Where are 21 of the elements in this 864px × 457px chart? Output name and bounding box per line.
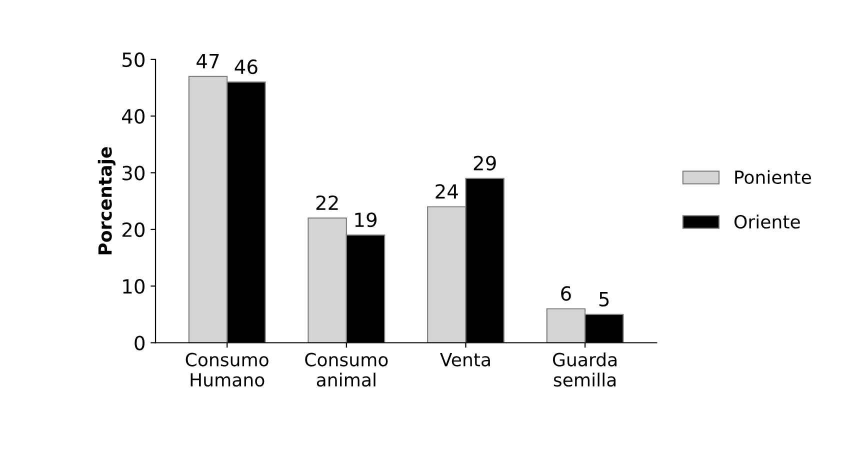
- y-tick-label: 10: [123, 279, 145, 294]
- x-tick-label: Consumo animal: [305, 352, 388, 387]
- y-axis-title: Porcentaje: [98, 147, 116, 254]
- legend-label: Oriente: [734, 214, 800, 229]
- data-label: 47: [196, 54, 219, 68]
- y-tick-label: 50: [122, 52, 145, 68]
- data-label: 6: [561, 286, 571, 301]
- data-label: 24: [436, 184, 458, 199]
- x-tick-label: Guarda semilla: [553, 352, 616, 387]
- data-label: 22: [316, 195, 338, 210]
- x-tick-label: Consumo Humano: [186, 352, 268, 387]
- y-tick-label: 0: [134, 336, 145, 350]
- y-tick-label: 20: [122, 222, 145, 238]
- y-tick-label: 40: [122, 109, 145, 124]
- legend-label: Poniente: [735, 170, 811, 184]
- data-label: 5: [599, 292, 609, 306]
- data-label: 46: [234, 59, 258, 74]
- y-tick-label: 30: [122, 166, 145, 180]
- x-tick-label: Venta: [440, 353, 490, 366]
- data-label: 19: [355, 212, 377, 228]
- data-label: 29: [474, 156, 496, 170]
